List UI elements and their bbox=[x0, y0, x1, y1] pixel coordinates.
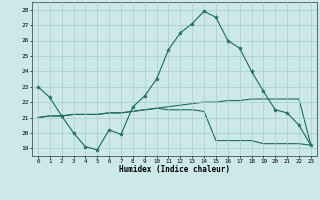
X-axis label: Humidex (Indice chaleur): Humidex (Indice chaleur) bbox=[119, 165, 230, 174]
